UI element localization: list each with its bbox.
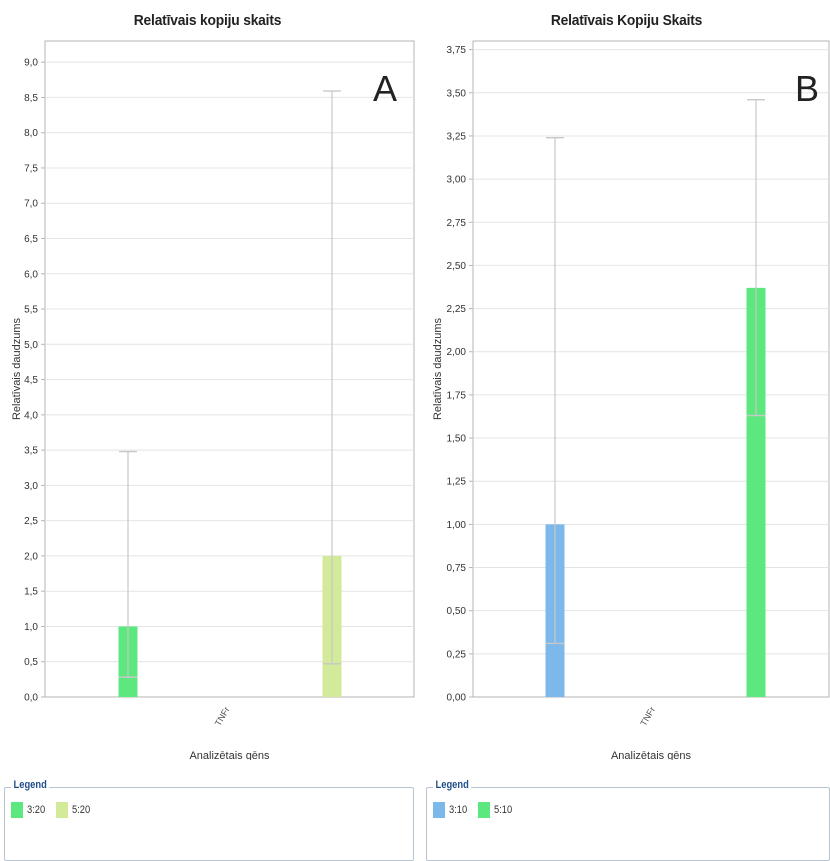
y-tick-label: 7,0 — [24, 199, 38, 210]
chart-plot-a: 0,0 0,5 1,0 1,5 2,0 2,5 3,0 3,5 4,0 4,5 5,0 5,5 6,0 6… — [11, 40, 415, 760]
legend-label: 3:20 — [27, 804, 46, 816]
y-tick-label: 0,5 — [24, 657, 38, 668]
y-tick-label: 1,50 — [447, 434, 467, 445]
y-tick-label: 6,0 — [24, 269, 38, 280]
legend-swatch — [11, 802, 23, 818]
y-tick-label: 0,50 — [447, 606, 467, 617]
y-tick-label: 2,00 — [447, 347, 467, 358]
chart-title: Relatīvais Kopiju Skaits — [550, 12, 703, 29]
y-tick-label: 0,75 — [447, 563, 467, 574]
legend-item: 5:20 — [56, 802, 93, 818]
plot-area — [472, 40, 830, 698]
y-tick-label: 0,25 — [447, 649, 467, 660]
y-tick-label: 2,75 — [447, 218, 467, 229]
legend-swatch — [433, 802, 445, 818]
y-tick-label: 3,00 — [447, 175, 467, 186]
x-tick-label: TNFr — [213, 705, 232, 728]
legend-label: 5:20 — [72, 804, 91, 816]
legend-label: 3:10 — [449, 804, 468, 816]
y-tick-label: 3,75 — [447, 45, 467, 56]
y-tick-label: 5,0 — [24, 340, 38, 351]
y-tick-label: 2,50 — [447, 261, 467, 272]
y-tick-label: 6,5 — [24, 234, 38, 245]
y-tick-label: 3,5 — [24, 446, 38, 457]
legend-item: 5:10 — [478, 802, 515, 818]
chart-plot-b: 0,00 0,25 0,50 0,75 1,00 1,25 1,50 1,75 2,00 2,25… — [432, 40, 830, 760]
y-tick-label: 1,5 — [24, 587, 38, 598]
legend-item: 3:20 — [11, 802, 48, 818]
y-tick-label: 0,0 — [24, 693, 38, 704]
chart-title: Relatīvais kopiju skaits — [133, 12, 282, 29]
y-tick-label: 8,5 — [24, 93, 38, 104]
y-tick-label: 3,0 — [24, 481, 38, 492]
chart-panel-a: Relatīvais kopiju skaits 0,0 0,5 1,0 1,5 2,0… — [4, 12, 415, 861]
x-tick-label: TNFr — [638, 705, 657, 728]
plot-area — [44, 40, 415, 698]
panel-letter: B — [795, 68, 820, 109]
y-tick-label: 2,25 — [447, 304, 467, 315]
y-tick-label: 8,0 — [24, 128, 38, 139]
legend: Legend 3:10 5:10 — [426, 779, 830, 861]
y-tick-label: 1,25 — [447, 477, 467, 488]
y-tick-label: 1,0 — [24, 622, 38, 633]
legend-swatch — [56, 802, 69, 818]
y-tick-label: 2,0 — [24, 551, 38, 562]
y-tick-label: 5,5 — [24, 305, 38, 316]
y-tick-label: 4,5 — [24, 375, 38, 386]
y-tick-label: 3,25 — [447, 131, 467, 142]
x-axis-label: Analizētais gēns — [189, 750, 270, 760]
chart-panel-b: Relatīvais Kopiju Skaits 0,00 0,25 0,50 0,7… — [423, 0, 830, 861]
legend-swatch — [478, 802, 491, 818]
legend-title: Legend — [11, 779, 50, 791]
y-tick-label: 4,0 — [24, 410, 38, 421]
legend-label: 5:10 — [494, 804, 513, 816]
y-axis-label: Relatīvais daudzums — [432, 317, 444, 420]
legend-items: 3:10 5:10 — [433, 802, 524, 818]
y-tick-label: 1,00 — [447, 520, 467, 531]
legend-item: 3:10 — [433, 802, 470, 818]
panel-letter: A — [373, 68, 398, 109]
y-tick-label: 0,00 — [447, 693, 467, 704]
y-tick-label: 7,5 — [24, 163, 38, 174]
legend-title: Legend — [433, 779, 472, 791]
legend: Legend 3:20 5:20 — [4, 779, 414, 861]
y-tick-label: 9,0 — [24, 58, 38, 69]
bar — [746, 287, 766, 697]
y-tick-label: 3,50 — [447, 88, 467, 99]
legend-items: 3:20 5:20 — [11, 802, 102, 818]
x-axis-label: Analizētais gēns — [611, 750, 692, 760]
y-tick-label: 2,5 — [24, 516, 38, 527]
y-axis-label: Relatīvais daudzums — [11, 317, 23, 420]
y-tick-label: 1,75 — [447, 390, 467, 401]
